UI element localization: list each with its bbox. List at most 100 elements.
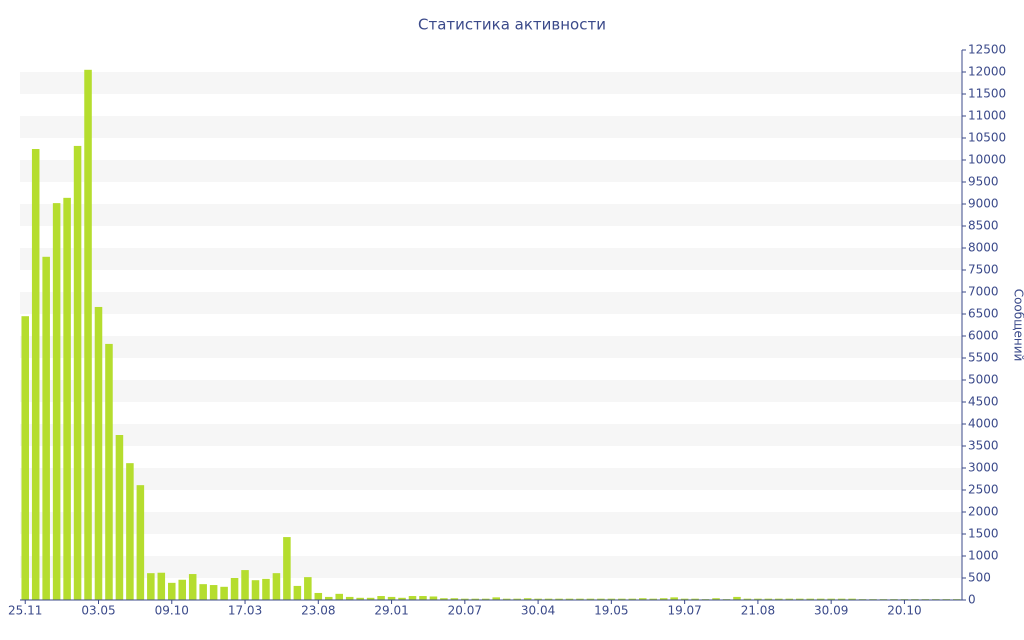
bar [178, 579, 187, 600]
bar [586, 598, 595, 600]
bar [209, 585, 218, 600]
bar [126, 463, 134, 600]
y-tick-label: 1000 [968, 549, 999, 563]
bar [544, 598, 553, 600]
y-tick-label: 7000 [968, 285, 999, 299]
grid-band [20, 424, 962, 446]
y-tick-label: 6000 [968, 329, 999, 343]
y-tick-label: 8500 [968, 219, 999, 233]
bar [304, 577, 312, 600]
bar [764, 598, 773, 600]
bar [31, 149, 40, 600]
bar [775, 598, 783, 600]
x-tick-label: 30.04 [521, 604, 555, 618]
bar [167, 582, 176, 600]
bar [754, 598, 762, 600]
bar [691, 598, 699, 600]
bar [230, 578, 239, 600]
bar [345, 596, 354, 600]
x-tick-label: 30.09 [814, 604, 848, 618]
bar [419, 596, 427, 600]
bar [534, 598, 542, 600]
bar [429, 596, 438, 600]
grid-band [20, 204, 962, 226]
bar [94, 306, 103, 600]
bar [576, 598, 584, 600]
bar [733, 596, 741, 600]
bar [481, 598, 490, 600]
bar [387, 596, 396, 600]
bar [848, 598, 856, 600]
bar [356, 597, 364, 600]
bar [680, 598, 689, 600]
y-tick-label: 11000 [968, 109, 1006, 123]
y-tick-label: 5000 [968, 373, 999, 387]
bar [199, 584, 207, 600]
bar [450, 598, 459, 600]
bar [366, 597, 375, 600]
bar [73, 145, 82, 601]
y-tick-label: 4500 [968, 395, 999, 409]
y-tick-label: 8000 [968, 241, 999, 255]
bar [743, 598, 752, 600]
bar [461, 598, 469, 600]
bar [262, 578, 270, 600]
x-tick-label: 25.11 [8, 604, 42, 618]
bar [21, 316, 30, 600]
x-tick-label: 19.05 [594, 604, 628, 618]
bar [136, 485, 145, 600]
bar [105, 343, 113, 600]
bar [220, 586, 228, 600]
y-tick-label: 10500 [968, 131, 1006, 145]
bar [408, 596, 417, 600]
y-tick-label: 12500 [968, 43, 1006, 57]
x-tick-label: 20.10 [887, 604, 921, 618]
x-tick-label: 09.10 [155, 604, 189, 618]
x-tick-label: 23.08 [301, 604, 335, 618]
y-tick-label: 1500 [968, 527, 999, 541]
bar [157, 572, 166, 600]
y-tick-label: 3500 [968, 439, 999, 453]
bar [659, 598, 668, 600]
y-tick-label: 2500 [968, 483, 999, 497]
bar [84, 69, 92, 601]
bar [628, 598, 637, 600]
y-tick-label: 9500 [968, 175, 999, 189]
bar [63, 197, 71, 600]
bar [785, 598, 794, 600]
grid-band [20, 380, 962, 402]
bar [513, 598, 521, 600]
bar [638, 598, 647, 600]
bar [607, 598, 616, 600]
bar [712, 598, 720, 600]
y-tick-label: 0 [968, 593, 976, 607]
bar [565, 598, 574, 600]
bar [241, 570, 249, 600]
bar [251, 580, 260, 600]
y-tick-label: 11500 [968, 87, 1006, 101]
x-tick-label: 17.03 [228, 604, 262, 618]
bar [806, 598, 815, 600]
bar [502, 598, 511, 600]
y-tick-label: 2000 [968, 505, 999, 519]
bar [115, 435, 124, 600]
grid-band [20, 336, 962, 358]
bar [335, 593, 344, 600]
grid-band [20, 116, 962, 138]
y-tick-label: 10000 [968, 153, 1006, 167]
bar [324, 596, 333, 600]
grid-band [20, 160, 962, 182]
grid-band [20, 468, 962, 490]
x-tick-label: 20.07 [448, 604, 482, 618]
bar [188, 574, 197, 600]
bar [837, 598, 846, 600]
bar [377, 596, 385, 600]
grid-band [20, 248, 962, 270]
bar [314, 592, 323, 600]
bar [471, 598, 480, 600]
bar [670, 597, 678, 600]
grid-band [20, 556, 962, 578]
bar [293, 585, 302, 600]
bar [398, 597, 406, 600]
